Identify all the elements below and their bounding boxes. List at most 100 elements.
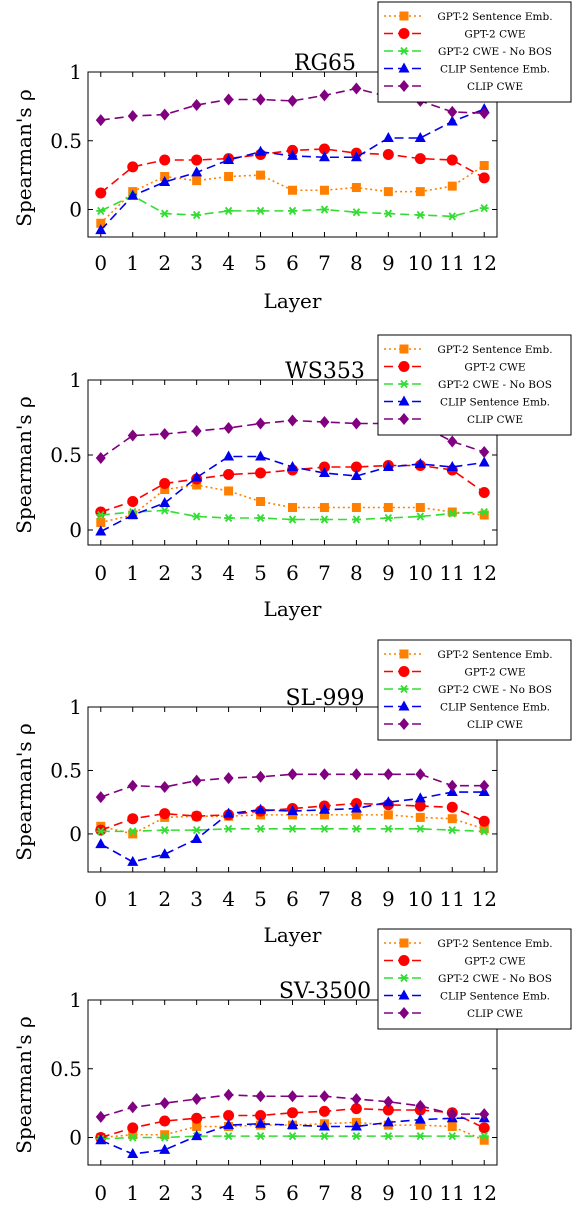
data-point (159, 176, 171, 186)
series (95, 797, 490, 836)
data-point (255, 1110, 267, 1121)
x-tick-label: 7 (318, 251, 331, 275)
data-point (479, 779, 490, 792)
series-line (100, 194, 485, 218)
data-point (479, 827, 489, 836)
legend-marker (399, 938, 409, 948)
star-stroke (480, 204, 488, 213)
data-point (319, 1132, 329, 1141)
data-point (127, 110, 138, 122)
data-point (255, 145, 267, 156)
data-point (350, 151, 362, 162)
series (95, 450, 490, 536)
data-point (255, 417, 266, 430)
data-point (415, 210, 425, 220)
data-point (224, 513, 234, 523)
legend-label: GPT-2 Sentence Emb. (437, 11, 552, 23)
data-point (128, 829, 138, 839)
legend-label: CLIP Sentence Emb. (440, 702, 550, 714)
data-point (351, 1093, 362, 1105)
data-point (255, 93, 266, 106)
x-tick-label: 1 (126, 251, 139, 275)
x-tick-label: 11 (440, 251, 465, 275)
x-tick-label: 1 (126, 887, 139, 911)
data-point (127, 813, 139, 825)
data-point (192, 210, 202, 220)
data-point (192, 480, 202, 490)
data-point (191, 99, 202, 111)
star-stroke (352, 515, 361, 524)
x-tick-label: 12 (471, 561, 496, 585)
data-point (479, 510, 489, 520)
data-point (415, 187, 425, 197)
legend-label: GPT-2 CWE - No BOS (438, 379, 552, 391)
data-point (414, 153, 426, 165)
data-point (382, 1104, 394, 1116)
data-point (255, 450, 267, 461)
data-point (159, 1143, 171, 1154)
data-point (318, 803, 330, 814)
y-axis-label: Spearman's ρ (12, 396, 36, 533)
data-point (191, 833, 203, 843)
data-point (128, 827, 138, 836)
x-tick-label: 4 (222, 561, 235, 585)
data-point (350, 1120, 362, 1131)
data-point (95, 1134, 107, 1145)
legend-marker (398, 361, 410, 372)
star-stroke (448, 1132, 456, 1141)
y-tick-label: 0.5 (50, 129, 82, 153)
data-point (415, 824, 425, 833)
data-point (288, 1132, 297, 1141)
legend: GPT-2 Sentence Emb. GPT-2 CWE GPT-2 CWE - … (377, 1, 572, 103)
x-tick-label: 5 (254, 1181, 267, 1205)
legend-marker (399, 11, 409, 21)
x-tick-label: 0 (94, 561, 107, 585)
data-point (127, 1122, 139, 1134)
data-point (191, 774, 202, 787)
star-stroke (288, 206, 297, 215)
legend-label: CLIP CWE (467, 414, 523, 426)
data-point (382, 461, 394, 471)
data-point (287, 1107, 298, 1119)
x-tick-label: 12 (471, 1181, 496, 1205)
legend-marker (399, 649, 409, 659)
data-point (319, 515, 329, 524)
star-stroke (320, 824, 329, 833)
data-point (127, 161, 139, 173)
legend-label: CLIP Sentence Emb. (440, 397, 550, 409)
star-stroke (448, 509, 456, 518)
data-point (383, 768, 394, 781)
x-tick-label: 8 (350, 887, 363, 911)
series (96, 161, 489, 228)
data-point (383, 1132, 393, 1141)
data-point (287, 1090, 298, 1103)
data-point (255, 1117, 267, 1128)
y-tick-label: 1 (69, 368, 82, 392)
y-axis-label: Spearman's ρ (12, 723, 36, 860)
x-tick-label: 1 (126, 561, 139, 585)
legend-marker (399, 413, 409, 425)
star-stroke (448, 212, 456, 221)
x-tick-label: 5 (254, 887, 267, 911)
data-point (224, 824, 234, 833)
data-point (351, 82, 362, 95)
star-stroke (256, 824, 265, 833)
data-point (224, 172, 234, 181)
data-point (350, 802, 362, 813)
data-point (319, 416, 330, 428)
y-axis-label: Spearman's ρ (12, 1016, 36, 1153)
data-point (351, 824, 361, 833)
data-point (287, 805, 298, 816)
data-point (160, 826, 170, 835)
data-point (319, 89, 330, 102)
y-tick-label: 1 (69, 60, 82, 84)
data-point (382, 796, 394, 807)
data-point (192, 1122, 202, 1131)
star-stroke (416, 512, 424, 521)
star-stroke (416, 824, 424, 833)
star-stroke (480, 1132, 488, 1141)
legend-marker (398, 62, 410, 73)
chart-panel: SV-350000.510123456789101112LayerSpearma… (12, 928, 572, 1205)
x-tick-label: 6 (286, 887, 299, 911)
